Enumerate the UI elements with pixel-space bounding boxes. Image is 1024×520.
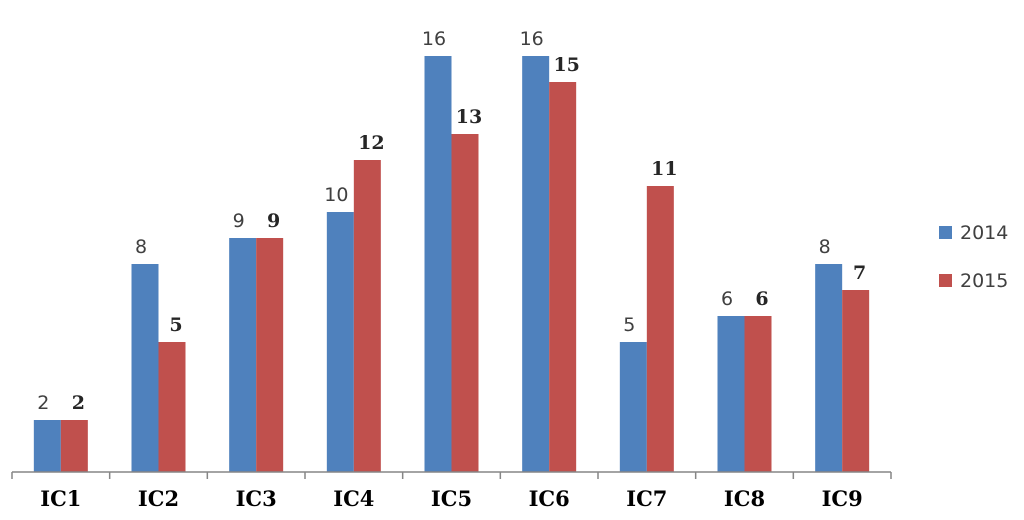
data-label-2014-ic4: 10 xyxy=(324,184,348,206)
data-label-2015-ic7: 11 xyxy=(651,158,677,180)
legend: 2014 2015 xyxy=(939,222,1008,292)
bar-2014-ic4 xyxy=(326,212,354,472)
x-axis-category-labels: IC1 IC2 IC3 IC4 IC5 IC6 IC7 IC8 IC9 xyxy=(40,486,862,511)
data-label-2014-ic1: 2 xyxy=(37,392,49,414)
data-label-2015-ic5: 13 xyxy=(456,106,482,128)
category-label-ic7: IC7 xyxy=(626,486,667,511)
data-label-2015-ic3: 9 xyxy=(267,210,280,232)
bar-2014-ic2 xyxy=(131,264,159,472)
data-label-2015-ic2: 5 xyxy=(169,314,182,336)
bar-2015-ic4 xyxy=(353,160,381,472)
bar-2014-ic1 xyxy=(33,420,61,472)
data-label-2014-ic3: 9 xyxy=(233,210,245,232)
bar-2015-ic2 xyxy=(158,342,186,472)
data-label-2014-ic8: 6 xyxy=(721,288,733,310)
legend-swatch-2015 xyxy=(939,274,952,287)
data-label-2014-ic7: 5 xyxy=(623,314,635,336)
bar-2015-ic5 xyxy=(451,134,479,472)
legend-label-2014: 2014 xyxy=(960,222,1008,244)
bar-2014-ic9 xyxy=(815,264,843,472)
category-label-ic4: IC4 xyxy=(333,486,374,511)
category-label-ic3: IC3 xyxy=(236,486,277,511)
bar-2015-ic6 xyxy=(549,82,577,472)
data-label-2015-ic8: 6 xyxy=(755,288,768,310)
legend-swatch-2014 xyxy=(939,226,952,239)
category-label-ic5: IC5 xyxy=(431,486,472,511)
category-label-ic1: IC1 xyxy=(40,486,81,511)
data-label-2014-ic5: 16 xyxy=(422,28,446,50)
bar-2014-ic8 xyxy=(717,316,745,472)
category-label-ic6: IC6 xyxy=(529,486,570,511)
category-label-ic2: IC2 xyxy=(138,486,179,511)
bar-2015-ic1 xyxy=(60,420,88,472)
legend-label-2015: 2015 xyxy=(960,270,1008,292)
data-label-2014-ic2: 8 xyxy=(135,236,147,258)
bar-2014-ic3 xyxy=(229,238,257,472)
data-label-2015-ic4: 12 xyxy=(358,132,384,154)
bar-2015-ic7 xyxy=(646,186,674,472)
bar-2015-ic9 xyxy=(842,290,870,472)
data-label-2015-ic1: 2 xyxy=(72,392,85,414)
category-label-ic8: IC8 xyxy=(724,486,765,511)
bar-2015-ic8 xyxy=(744,316,772,472)
bar-2014-ic7 xyxy=(619,342,647,472)
bar-2015-ic3 xyxy=(256,238,284,472)
bar-2014-ic6 xyxy=(522,56,550,472)
data-label-2015-ic6: 15 xyxy=(553,54,579,76)
data-label-2014-ic9: 8 xyxy=(819,236,831,258)
bars-layer xyxy=(33,56,870,472)
data-label-2014-ic6: 16 xyxy=(520,28,544,50)
x-axis-ticks xyxy=(11,472,892,479)
category-label-ic9: IC9 xyxy=(822,486,863,511)
bar-2014-ic5 xyxy=(424,56,452,472)
data-label-2015-ic9: 7 xyxy=(853,262,866,284)
